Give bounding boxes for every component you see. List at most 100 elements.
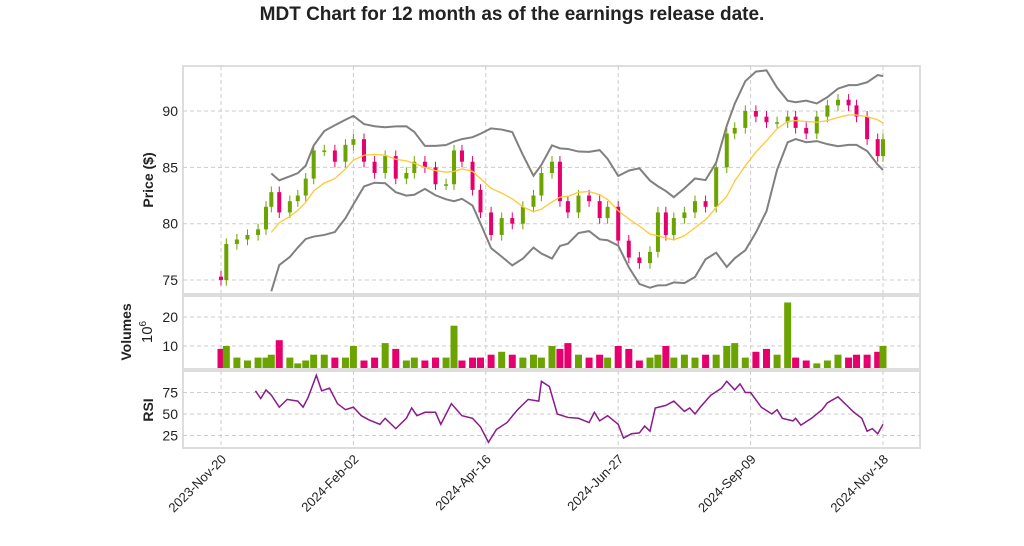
volume-bar <box>294 363 302 368</box>
volume-bar <box>723 346 731 368</box>
candle-body <box>682 212 687 219</box>
rsi-panel <box>182 370 921 449</box>
candle-body <box>550 161 554 173</box>
volume-bar <box>752 351 760 368</box>
candle-body <box>846 99 851 106</box>
volume-bar <box>320 354 328 368</box>
sma-line <box>270 114 884 241</box>
volume-bar <box>874 351 882 368</box>
bollinger-upper-line <box>270 69 884 199</box>
volume-bar <box>254 357 262 368</box>
candle-body <box>637 257 642 264</box>
volume-bar <box>845 357 853 368</box>
volume-bar <box>222 346 230 368</box>
volume-panel <box>182 295 921 370</box>
volume-tick-label: 10 <box>162 338 178 354</box>
volume-bar <box>262 357 270 368</box>
candle-body <box>433 167 438 185</box>
candle-body <box>597 201 602 219</box>
volume-bar <box>646 357 654 368</box>
candle-body <box>663 212 668 235</box>
candle-body <box>732 127 737 134</box>
volume-bar <box>635 360 643 368</box>
candle-body <box>875 139 880 157</box>
candle-body <box>854 105 859 117</box>
rsi-tick-label: 75 <box>162 385 178 401</box>
volume-axis-label: Volumes <box>118 303 134 361</box>
candle-body <box>322 150 327 152</box>
candle-body <box>881 139 885 157</box>
candle-body <box>539 172 544 196</box>
volume-bar <box>879 346 887 368</box>
x-tick-label: 2024-Feb-02 <box>298 452 361 515</box>
candle-body <box>422 161 427 168</box>
rsi-line <box>254 373 884 444</box>
volume-bar <box>341 357 349 368</box>
volume-bar <box>680 354 688 368</box>
volume-bar <box>410 357 418 368</box>
candle-body <box>478 189 483 213</box>
volume-bar <box>529 354 537 368</box>
candle-body <box>576 195 581 213</box>
volume-bar <box>731 343 739 368</box>
volume-bar <box>349 346 357 368</box>
volume-bar <box>853 354 861 368</box>
volume-bar <box>702 354 710 368</box>
candle-body <box>303 178 308 196</box>
candle-body <box>692 201 697 213</box>
candle-body <box>404 172 409 179</box>
volume-bar <box>371 357 379 368</box>
volume-bar <box>712 354 720 368</box>
candle-body <box>626 240 631 258</box>
volume-bar <box>310 354 318 368</box>
candle-body <box>256 229 261 235</box>
volume-bar <box>614 346 622 368</box>
candle-body <box>452 150 457 185</box>
volume-bar <box>302 360 310 368</box>
candle-body <box>804 127 809 134</box>
volume-bar <box>596 354 604 368</box>
volume-bar <box>548 346 556 368</box>
volume-bar <box>604 357 612 368</box>
candle-body <box>655 212 660 252</box>
candle-body <box>814 116 819 134</box>
volume-bar <box>381 343 389 368</box>
candle-body <box>499 218 504 235</box>
volume-bar <box>662 346 670 368</box>
rsi-axis-label: RSI <box>140 398 156 421</box>
rsi-tick-label: 50 <box>162 406 178 422</box>
candle-body <box>835 99 840 106</box>
chart-title: MDT Chart for 12 month as of the earning… <box>260 4 765 25</box>
volume-bar <box>762 348 770 368</box>
candle-body <box>224 243 229 281</box>
candle-body <box>332 150 337 162</box>
volume-bar <box>331 357 339 368</box>
x-tick-label: 2024-Sep-09 <box>695 452 759 516</box>
volume-bar <box>458 360 466 368</box>
volume-bar <box>275 340 283 368</box>
candle-body <box>520 206 525 224</box>
volume-bar <box>360 360 368 368</box>
candle-body <box>714 167 719 207</box>
price-tick-label: 85 <box>162 159 178 175</box>
volume-bar <box>792 357 800 368</box>
candle-body <box>444 184 449 186</box>
volume-bar <box>654 354 662 368</box>
volume-bar <box>585 357 593 368</box>
candle-body <box>647 251 652 264</box>
candle-body <box>531 195 536 207</box>
volume-bar <box>519 357 527 368</box>
volume-bar <box>625 348 633 368</box>
volume-bar <box>556 348 564 368</box>
candle-body <box>775 122 780 124</box>
candle-body <box>565 201 570 213</box>
candle-body <box>264 206 269 230</box>
bollinger-lower-line <box>270 137 884 292</box>
candle-body <box>287 201 292 213</box>
volume-bar <box>487 354 495 368</box>
candle-body <box>277 192 282 213</box>
candle-body <box>865 116 870 140</box>
candle-body <box>412 161 417 173</box>
candle-body <box>311 150 316 179</box>
